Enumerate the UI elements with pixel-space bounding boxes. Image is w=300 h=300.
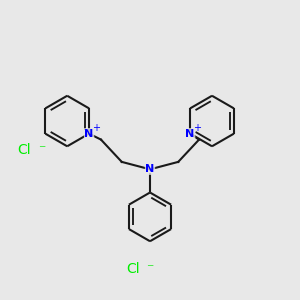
Text: +: + <box>92 123 100 133</box>
Text: N: N <box>185 129 195 139</box>
Text: Cl: Cl <box>126 262 140 276</box>
Text: N: N <box>146 164 154 174</box>
Text: Cl: Cl <box>18 143 32 157</box>
Text: ⁻: ⁻ <box>38 143 45 157</box>
Text: ⁻: ⁻ <box>146 262 154 276</box>
Text: N: N <box>84 129 94 139</box>
Text: +: + <box>193 123 201 133</box>
